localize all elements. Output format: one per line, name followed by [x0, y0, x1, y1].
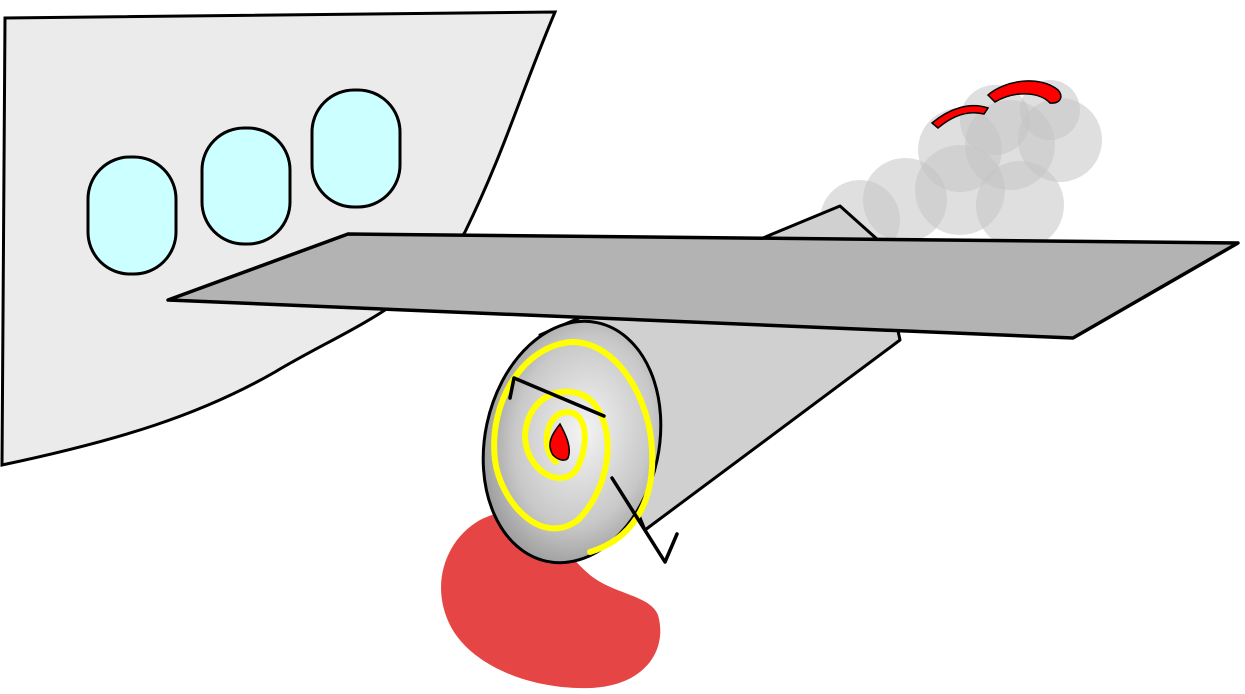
crack-lower — [610, 476, 679, 564]
window-3 — [310, 88, 402, 209]
window-1 — [86, 155, 178, 276]
smoke-flames — [930, 80, 1062, 129]
window-row — [86, 88, 402, 276]
core-flame — [549, 422, 571, 461]
flame-large — [986, 80, 1062, 104]
turbine-spiral — [491, 338, 656, 555]
damage-cracks — [508, 376, 679, 564]
window-2 — [200, 126, 292, 246]
fuel-spill — [441, 512, 661, 689]
engine-intake — [481, 319, 663, 565]
crack-upper — [508, 376, 606, 418]
wing-plate — [166, 232, 1240, 340]
flame-small — [930, 104, 990, 129]
fuselage-panel — [0, 10, 558, 467]
